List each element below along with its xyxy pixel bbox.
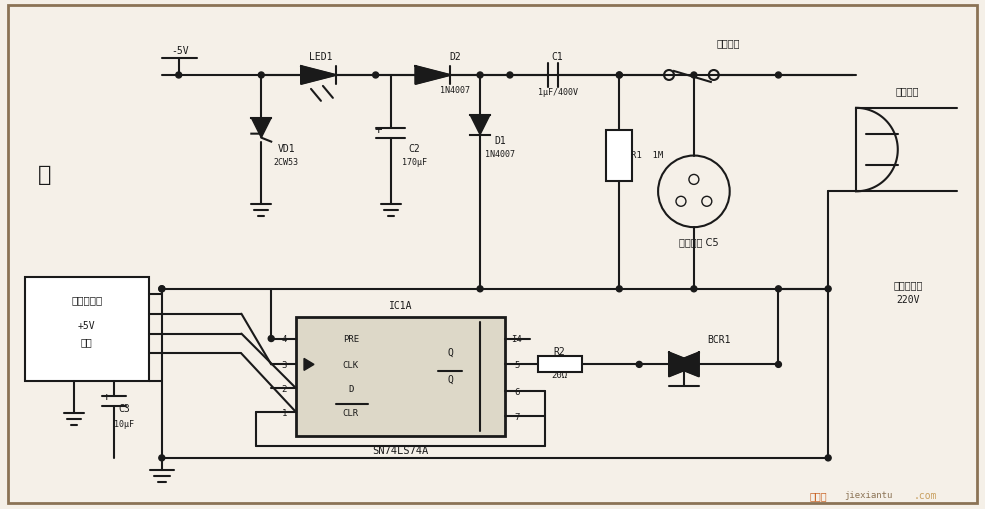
Text: 3: 3 xyxy=(282,360,287,369)
Text: +: + xyxy=(375,124,382,137)
Text: IC1A: IC1A xyxy=(389,300,413,310)
Text: R2: R2 xyxy=(554,347,565,357)
Text: +5V: +5V xyxy=(78,320,96,330)
Polygon shape xyxy=(304,359,314,371)
Circle shape xyxy=(175,73,181,79)
Circle shape xyxy=(617,73,623,79)
Text: .com: .com xyxy=(914,490,938,500)
Text: D2: D2 xyxy=(449,52,461,62)
Text: 4: 4 xyxy=(282,334,287,344)
Text: 接交流电压: 接交流电压 xyxy=(893,279,922,289)
Text: 1N4007: 1N4007 xyxy=(485,150,515,159)
Circle shape xyxy=(825,286,831,292)
Polygon shape xyxy=(669,353,699,377)
Text: I4: I4 xyxy=(511,334,522,344)
Circle shape xyxy=(477,286,483,292)
Text: 7: 7 xyxy=(514,412,519,421)
Circle shape xyxy=(372,73,378,79)
Bar xyxy=(607,130,632,182)
Text: Q: Q xyxy=(447,347,453,357)
Text: 220V: 220V xyxy=(896,294,919,304)
Text: D1: D1 xyxy=(494,135,506,146)
Text: 1μF/400V: 1μF/400V xyxy=(538,88,577,97)
Text: CLR: CLR xyxy=(343,408,359,417)
Circle shape xyxy=(507,73,513,79)
Text: 20Ω: 20Ω xyxy=(552,370,567,379)
Text: C3: C3 xyxy=(118,403,130,413)
Text: 电源开关: 电源开关 xyxy=(717,38,741,48)
Circle shape xyxy=(775,362,781,367)
Text: ③: ③ xyxy=(37,165,51,185)
Bar xyxy=(25,277,149,382)
Circle shape xyxy=(258,73,264,79)
Circle shape xyxy=(636,362,642,367)
Text: 10μF: 10μF xyxy=(114,419,134,428)
Text: SN74LS74A: SN74LS74A xyxy=(372,445,428,455)
Text: C1: C1 xyxy=(552,52,563,62)
Circle shape xyxy=(159,286,164,292)
Polygon shape xyxy=(470,116,490,135)
Text: +: + xyxy=(102,390,110,403)
Text: 6: 6 xyxy=(514,387,519,396)
Circle shape xyxy=(617,286,623,292)
Text: 遥控接收头: 遥控接收头 xyxy=(71,294,102,304)
Text: -5V: -5V xyxy=(171,46,188,56)
Text: PRE: PRE xyxy=(343,334,359,344)
Text: 电源插头: 电源插头 xyxy=(896,86,919,96)
Text: 170μF: 170μF xyxy=(402,158,427,166)
Text: VD1: VD1 xyxy=(278,144,295,153)
Circle shape xyxy=(690,286,696,292)
Polygon shape xyxy=(416,67,450,85)
Bar xyxy=(296,317,505,436)
Text: D: D xyxy=(348,384,354,393)
Text: Q: Q xyxy=(447,374,453,384)
Text: 接线图: 接线图 xyxy=(810,490,827,500)
Circle shape xyxy=(825,455,831,461)
Text: LED1: LED1 xyxy=(309,52,333,62)
Bar xyxy=(538,357,581,373)
Text: BCR1: BCR1 xyxy=(707,334,731,344)
Text: R1  1M: R1 1M xyxy=(631,151,663,160)
Circle shape xyxy=(477,73,483,79)
Text: CLK: CLK xyxy=(343,360,359,369)
Text: jiexiantu: jiexiantu xyxy=(844,490,892,499)
Text: 2: 2 xyxy=(282,384,287,393)
Circle shape xyxy=(617,73,623,79)
Circle shape xyxy=(159,455,164,461)
Polygon shape xyxy=(251,119,271,138)
Circle shape xyxy=(775,286,781,292)
Polygon shape xyxy=(669,353,699,377)
Circle shape xyxy=(268,336,274,342)
Text: 1: 1 xyxy=(282,408,287,417)
Circle shape xyxy=(159,286,164,292)
Text: 1N4007: 1N4007 xyxy=(440,86,470,95)
Text: 5: 5 xyxy=(514,360,519,369)
Polygon shape xyxy=(301,67,336,85)
Text: C2: C2 xyxy=(409,144,421,153)
Text: 2CW53: 2CW53 xyxy=(274,158,298,166)
Circle shape xyxy=(775,73,781,79)
Circle shape xyxy=(690,73,696,79)
Text: 电源插座 C5: 电源插座 C5 xyxy=(679,237,719,246)
Text: 信号: 信号 xyxy=(81,337,93,347)
